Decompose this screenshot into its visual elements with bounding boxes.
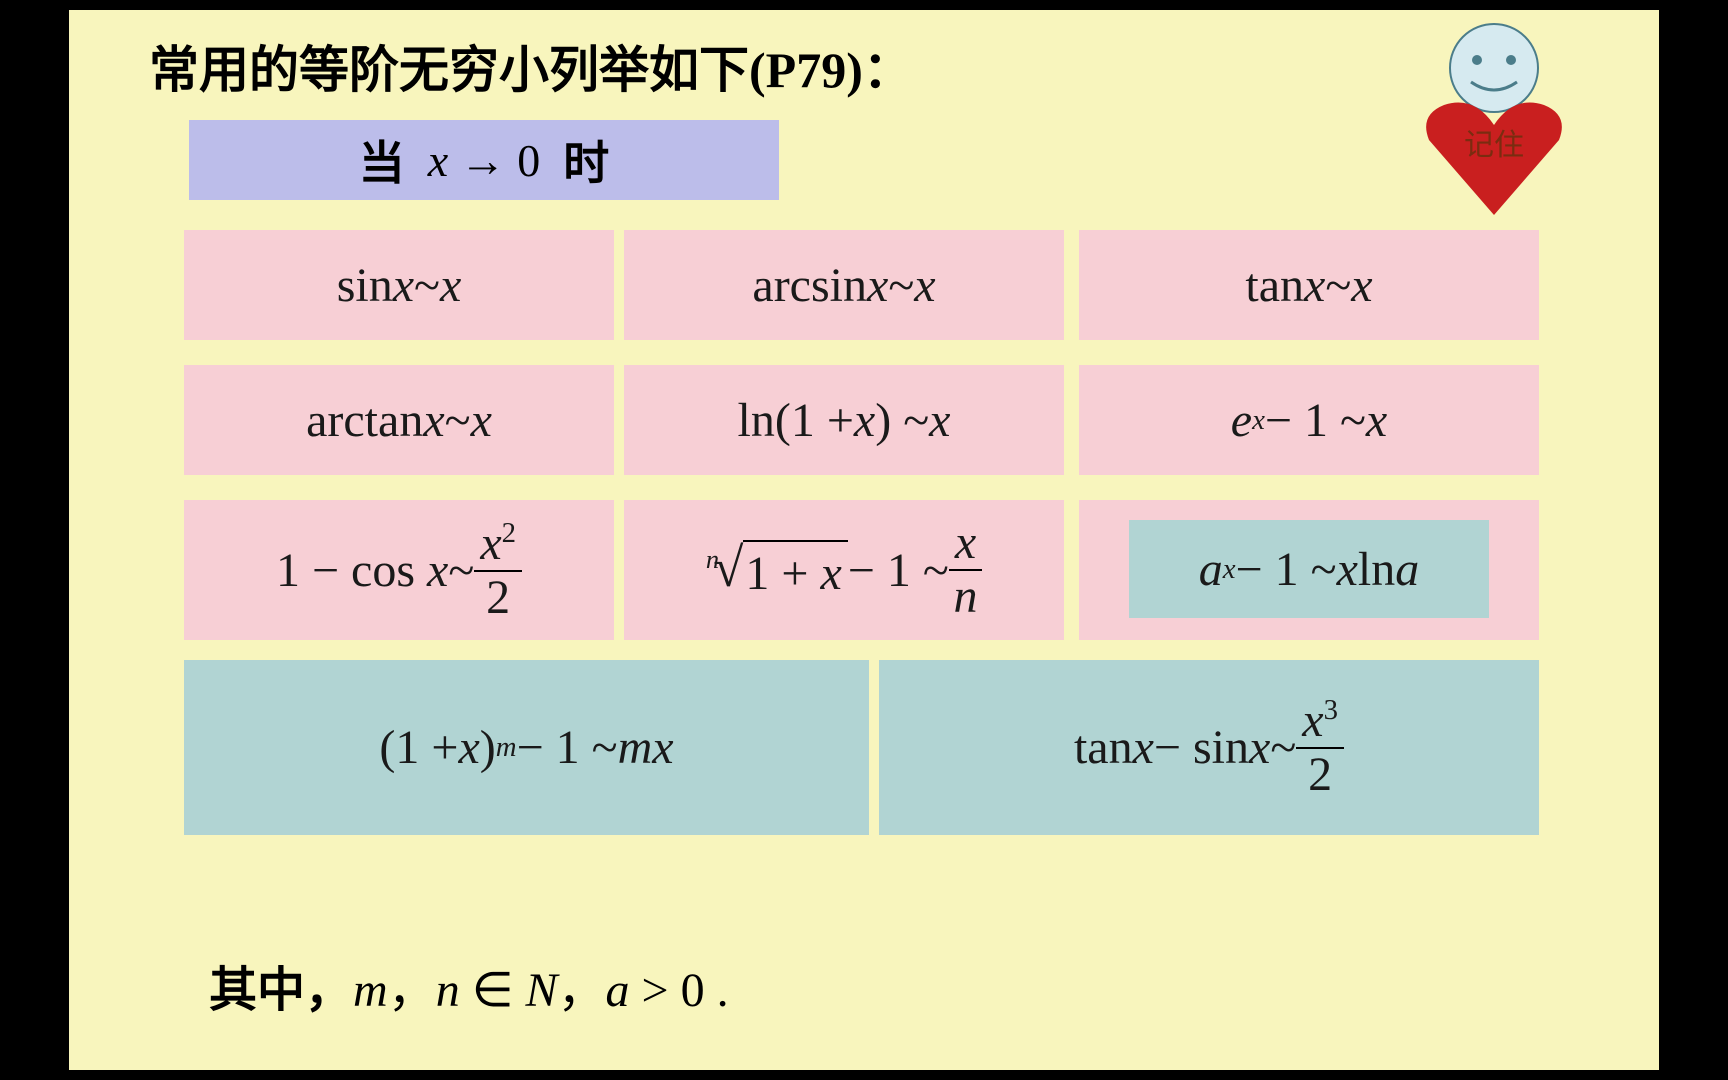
- cell-1xm: (1 + x)m − 1 ~ mx: [184, 660, 869, 835]
- title-colon: ：: [863, 42, 913, 98]
- slide-stage: 常用的等阶无穷小列举如下(P79)： 记住 当 x → 0 时 sin x ~ …: [69, 10, 1659, 1070]
- title-page-ref: (P79): [749, 42, 863, 98]
- footer-note: 其中，m，n ∈ N，a > 0 .: [209, 950, 729, 1020]
- cell-sinx: sin x ~ x: [184, 230, 614, 340]
- footer-prefix: 其中，: [209, 964, 353, 1017]
- condition-suffix: 时: [563, 138, 609, 189]
- cell-tanx: tan x ~ x: [1079, 230, 1539, 340]
- cell-nroot: n√1 + x − 1 ~ xn: [624, 500, 1064, 640]
- cell-ln1x: ln(1 + x) ~ x: [624, 365, 1064, 475]
- cell-1cosx: 1 − cos x ~ x22: [184, 500, 614, 640]
- mascot-heart-text: 记住: [1464, 129, 1524, 162]
- cell-ex1: ex − 1 ~ x: [1079, 365, 1539, 475]
- cell-arctanx: arctan x ~ x: [184, 365, 614, 475]
- mascot-svg: 记住: [1409, 20, 1579, 220]
- mascot-badge: 记住: [1409, 20, 1579, 220]
- condition-prefix: 当: [359, 138, 405, 189]
- slide-title: 常用的等阶无穷小列举如下(P79)：: [149, 30, 913, 102]
- cell-tansin: tan x − sin x ~ x32: [879, 660, 1539, 835]
- footer-math: m，n ∈ N，a > 0 .: [353, 964, 729, 1017]
- condition-box: 当 x → 0 时: [189, 120, 779, 200]
- title-text: 常用的等阶无穷小列举如下: [149, 42, 749, 98]
- cell-ax1: ax − 1 ~ xlna: [1129, 520, 1489, 618]
- condition-math: x → 0: [428, 134, 540, 187]
- cell-arcsinx: arcsin x ~ x: [624, 230, 1064, 340]
